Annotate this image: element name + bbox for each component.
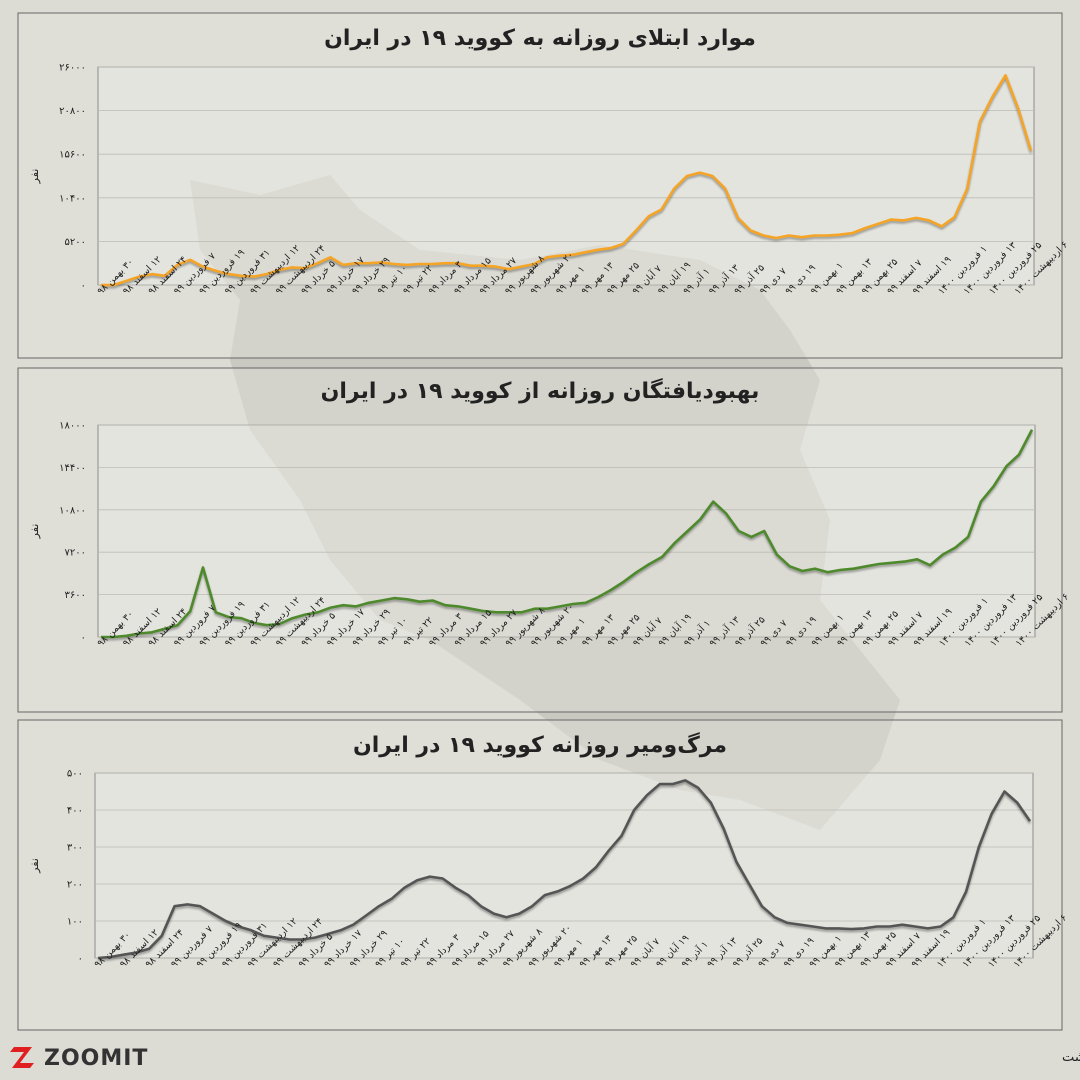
- y-tick-label: ۲۰۰: [67, 880, 83, 891]
- y-tick-label: ۷۲۰۰: [65, 548, 86, 559]
- y-tick-label: ۵۰۰: [67, 769, 83, 780]
- y-tick-label: ۱۸۰۰۰: [59, 421, 86, 432]
- source: منبع: وزارت بهداشت: [1062, 1050, 1080, 1065]
- y-tick-label: ۳۶۰۰: [65, 590, 86, 601]
- y-tick-label: ۱۵۶۰۰: [59, 150, 86, 161]
- y-tick-label: ۵۲۰۰: [65, 237, 86, 248]
- y-tick-label: ۱۰۴۰۰: [59, 193, 86, 204]
- brand: ZOOMIT: [44, 1046, 148, 1071]
- y-tick-label: ۰: [78, 954, 83, 965]
- map-silhouette: [190, 175, 900, 830]
- y-axis-label: نفر: [28, 524, 41, 540]
- y-axis-label: نفر: [28, 169, 41, 185]
- y-tick-label: ۱۰۰: [67, 917, 83, 928]
- panel: [17, 12, 1063, 359]
- plot-area: [97, 424, 1036, 638]
- y-tick-label: ۱۰۸۰۰: [59, 505, 86, 516]
- panel: [17, 719, 1063, 1031]
- y-tick-label: ۳۰۰: [67, 843, 83, 854]
- y-tick-label: ۱۴۴۰۰: [59, 463, 86, 474]
- chart-title: مرگ‌ومیر روزانه کووید ۱۹ در ایران: [353, 732, 727, 758]
- chart-title: موارد ابتلای روزانه به کووید ۱۹ در ایران: [324, 26, 756, 51]
- footer: ZOOMIT منبع: وزارت بهداشت: [10, 1046, 1080, 1071]
- y-tick-label: ۰: [81, 281, 86, 292]
- data-line: [97, 779, 1032, 960]
- y-tick-label: ۲۰۸۰۰: [59, 106, 86, 117]
- plot-area: [97, 66, 1035, 286]
- y-tick-label: ۴۰۰: [67, 806, 83, 817]
- data-line: [101, 74, 1033, 287]
- data-line: [101, 429, 1034, 639]
- y-tick-label: ۲۶۰۰۰: [59, 63, 86, 74]
- brand-logo: [10, 1047, 34, 1068]
- y-axis-label: نفر: [28, 858, 41, 874]
- chart-title: بهبودیافتگان روزانه از کووید ۱۹ در ایران: [321, 377, 760, 404]
- y-tick-label: ۰: [81, 633, 86, 644]
